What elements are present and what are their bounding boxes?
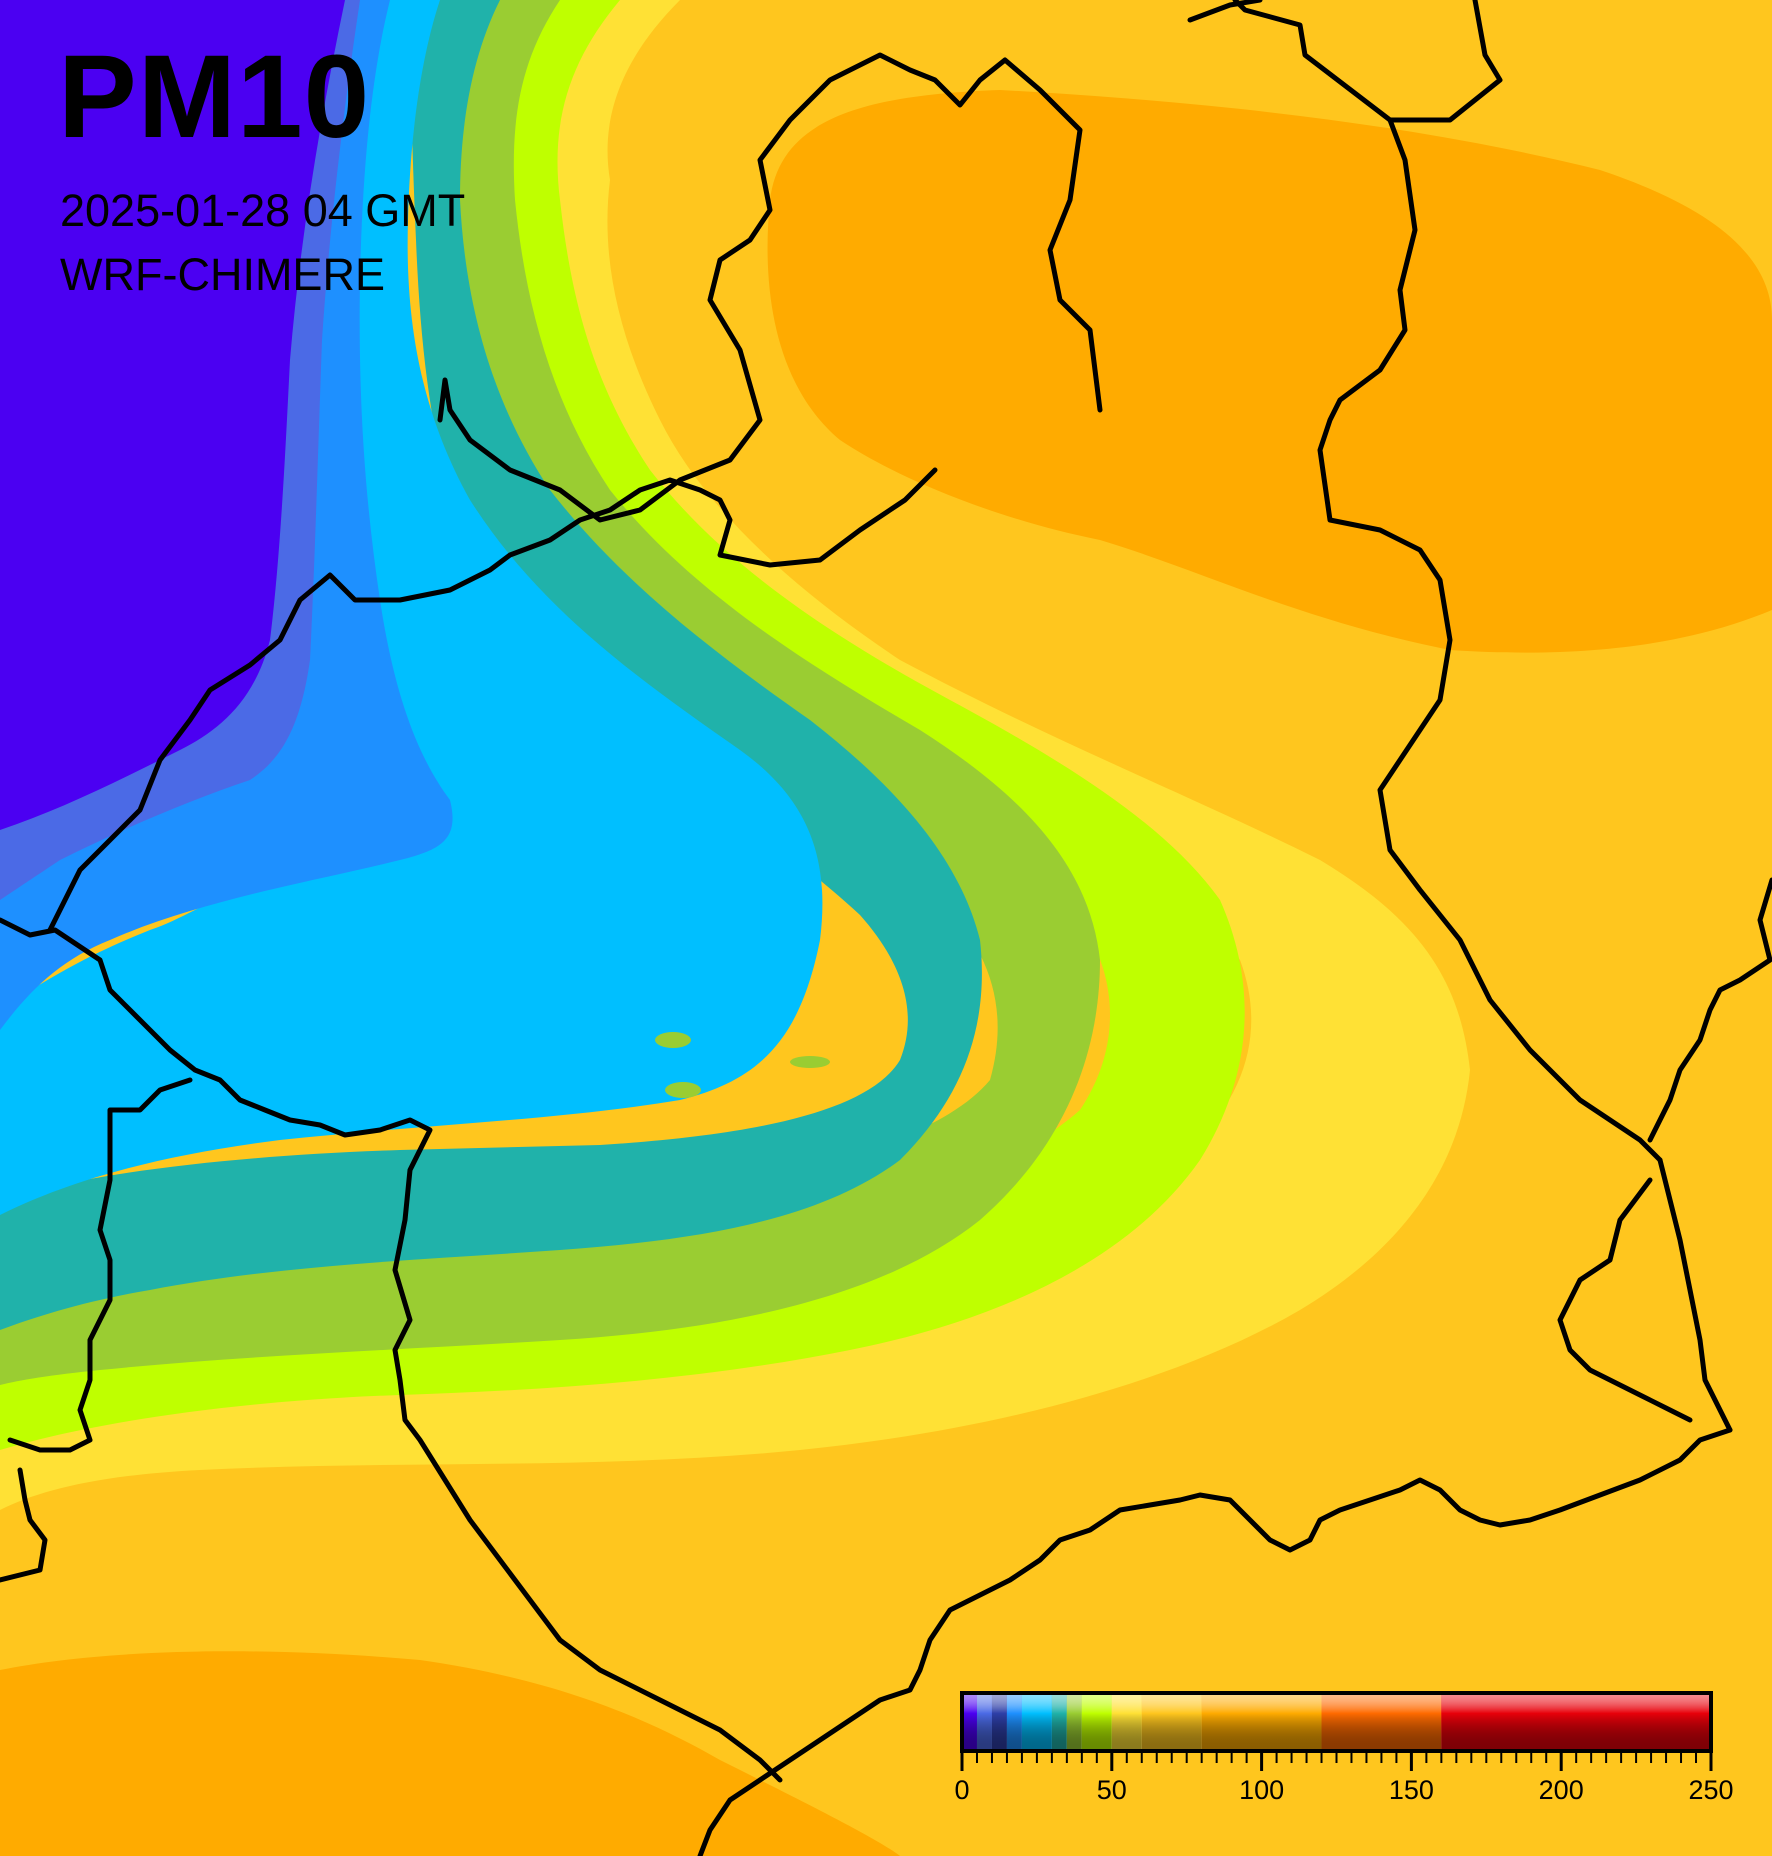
coastline [47,467,938,933]
legend-bin-shading [1051,1693,1067,1751]
model-name: WRF-CHIMERE [60,249,385,300]
legend-tick-label: 200 [1539,1775,1584,1805]
coastline [1657,1157,1733,1433]
legend-bin-shading [1081,1693,1112,1751]
legend-tick-label: 250 [1688,1775,1733,1805]
legend-tick-label: 0 [954,1775,969,1805]
forecast-timestamp: 2025-01-28 04 GMT [60,185,466,236]
legend-bin-shading [1201,1693,1322,1751]
legend-bin-shading [1141,1693,1202,1751]
high-pm-region-north [767,90,1772,653]
legend-tick-label: 50 [1097,1775,1127,1805]
band-30-35 [0,0,982,1330]
legend-bin-shading [1441,1693,1711,1751]
legend-bin-shading [1006,1693,1022,1751]
legend-bin-shading [976,1693,992,1751]
local-patch [655,1032,691,1048]
legend-bin-shading [962,1693,977,1751]
coastline [0,917,783,1783]
legend-bin-shading [1111,1693,1142,1751]
legend-bin-shading [991,1693,1007,1751]
coastline [1647,877,1772,1143]
band-0-5 [0,0,345,830]
coastline [0,1467,48,1583]
legend-bin-shading [1321,1693,1442,1751]
legend-bin-shading [1021,1693,1052,1751]
map-title: PM10 [58,31,371,163]
color-scale-legend: 0 50 100 150 200 250 [954,1691,1734,1805]
local-patch [790,1056,830,1068]
country-border [1317,117,1663,1163]
country-border [7,1077,193,1453]
country-border [1187,0,1263,23]
legend-tick-label: 100 [1239,1775,1284,1805]
band-20-30 [0,0,823,1215]
country-border [437,52,1103,523]
high-pm-region-south [0,1651,900,1856]
legend-bin-shading [1066,1693,1082,1751]
legend-tick-label: 150 [1389,1775,1434,1805]
coastline [697,1427,1733,1856]
coastline [1557,1177,1693,1423]
local-patch [665,1082,701,1098]
